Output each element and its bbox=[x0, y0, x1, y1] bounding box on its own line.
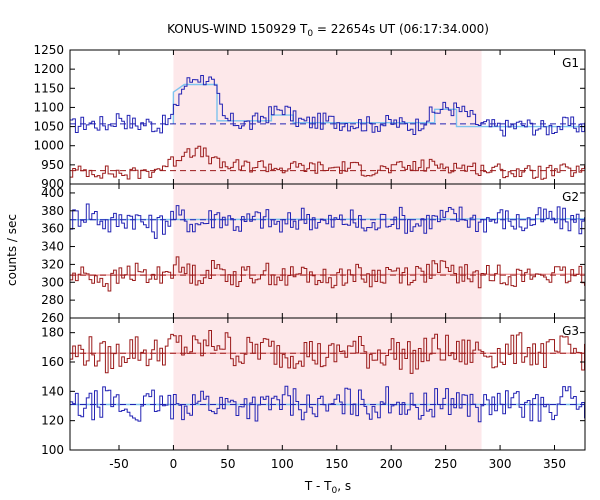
shaded-interval bbox=[173, 318, 482, 450]
y-tick-label: 1050 bbox=[33, 120, 64, 134]
x-tick-label: 200 bbox=[380, 457, 403, 471]
shaded-interval bbox=[173, 184, 482, 318]
y-tick-label: 280 bbox=[41, 293, 64, 307]
panel-label: G3 bbox=[562, 324, 579, 338]
y-tick-label: 120 bbox=[41, 414, 64, 428]
panel-label: G2 bbox=[562, 190, 579, 204]
y-tick-label: 180 bbox=[41, 326, 64, 340]
x-tick-label: 300 bbox=[489, 457, 512, 471]
y-tick-label: 1200 bbox=[33, 62, 64, 76]
y-tick-label: 900 bbox=[41, 177, 64, 191]
y-tick-label: 1250 bbox=[33, 43, 64, 57]
y-tick-label: 950 bbox=[41, 158, 64, 172]
panel-label: G1 bbox=[562, 56, 579, 70]
panel-g1: 900 950 1000 1050 1100 1150 1200 1250 G1 bbox=[33, 43, 586, 191]
fit-line bbox=[69, 273, 586, 276]
panel-frame bbox=[69, 317, 586, 451]
x-tick-label: 250 bbox=[434, 457, 457, 471]
y-tick-label: 400 bbox=[41, 186, 64, 200]
y-tick-label: 1150 bbox=[33, 81, 64, 95]
y-tick-label: 340 bbox=[41, 240, 64, 254]
x-tick-label: 150 bbox=[325, 457, 348, 471]
series-line bbox=[70, 330, 585, 374]
series-line bbox=[70, 256, 585, 292]
x-tick-label: 50 bbox=[220, 457, 235, 471]
panel-g3: 100 120 140 160 180 G3 bbox=[41, 317, 586, 457]
chart-title: KONUS-WIND 150929 T0 = 22654s UT (06:17:… bbox=[167, 22, 489, 39]
panel-g2: 260 280 300 320 340 360 380 400 G2 bbox=[41, 183, 586, 325]
y-axis-label: counts / sec bbox=[5, 214, 19, 286]
x-tick-label: 0 bbox=[170, 457, 178, 471]
series-line bbox=[70, 203, 585, 239]
y-tick-label: 140 bbox=[41, 384, 64, 398]
series-line bbox=[70, 385, 585, 423]
series-line bbox=[70, 145, 585, 180]
x-tick-label: 100 bbox=[271, 457, 294, 471]
y-tick-label: 160 bbox=[41, 355, 64, 369]
y-tick-label: 380 bbox=[41, 204, 64, 218]
y-tick-label: 1000 bbox=[33, 139, 64, 153]
x-tick-label: -50 bbox=[109, 457, 129, 471]
series-line bbox=[70, 75, 585, 137]
y-tick-label: 100 bbox=[41, 443, 64, 457]
y-tick-label: 300 bbox=[41, 275, 64, 289]
y-tick-label: 360 bbox=[41, 222, 64, 236]
x-tick-label: 350 bbox=[543, 457, 566, 471]
y-tick-label: 1100 bbox=[33, 100, 64, 114]
y-tick-label: 260 bbox=[41, 311, 64, 325]
y-tick-label: 320 bbox=[41, 257, 64, 271]
x-axis-label: T - T0, s bbox=[304, 479, 351, 496]
